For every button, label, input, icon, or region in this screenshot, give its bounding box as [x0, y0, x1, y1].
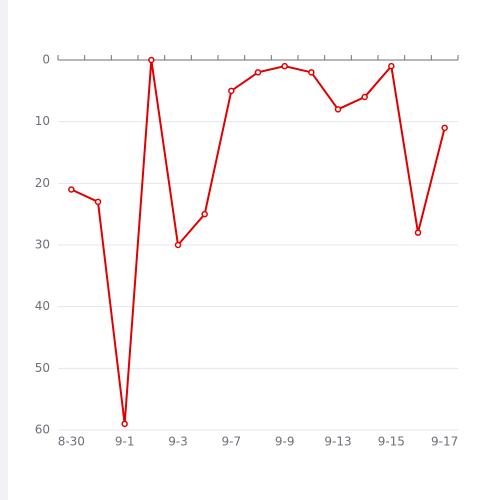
- x-tick-label: 9-1: [115, 435, 135, 449]
- side-strip: [0, 0, 8, 500]
- x-tick-label: 9-7: [222, 435, 242, 449]
- y-tick-label: 0: [42, 53, 50, 67]
- point: [441, 124, 448, 132]
- y-tick-label: 50: [35, 361, 50, 375]
- x-tick-label: 8-30: [58, 435, 85, 449]
- x-tick-label: 9-15: [378, 435, 405, 449]
- point: [334, 106, 342, 113]
- point: [414, 229, 422, 236]
- y-tick-label: 20: [35, 176, 50, 190]
- x-tick-label: 9-17: [431, 435, 458, 449]
- line: [70, 59, 446, 424]
- x-tick-label: 9-9: [275, 435, 295, 449]
- point: [94, 198, 102, 206]
- point: [174, 241, 182, 249]
- point: [281, 62, 288, 70]
- y-tick-label: 30: [35, 238, 50, 252]
- y-tick-label: 60: [35, 423, 50, 437]
- y-tick-label: 10: [35, 114, 50, 128]
- y-tick-label: 40: [35, 299, 50, 313]
- point: [254, 69, 262, 76]
- point: [308, 69, 315, 76]
- x-tick-label: 9-13: [324, 435, 351, 449]
- point: [201, 210, 208, 218]
- point: [148, 56, 155, 64]
- point: [68, 186, 75, 193]
- point: [388, 62, 395, 70]
- point: [228, 87, 235, 95]
- point: [121, 420, 128, 428]
- point: [361, 93, 368, 101]
- x-tick-label: 9-3: [168, 435, 188, 449]
